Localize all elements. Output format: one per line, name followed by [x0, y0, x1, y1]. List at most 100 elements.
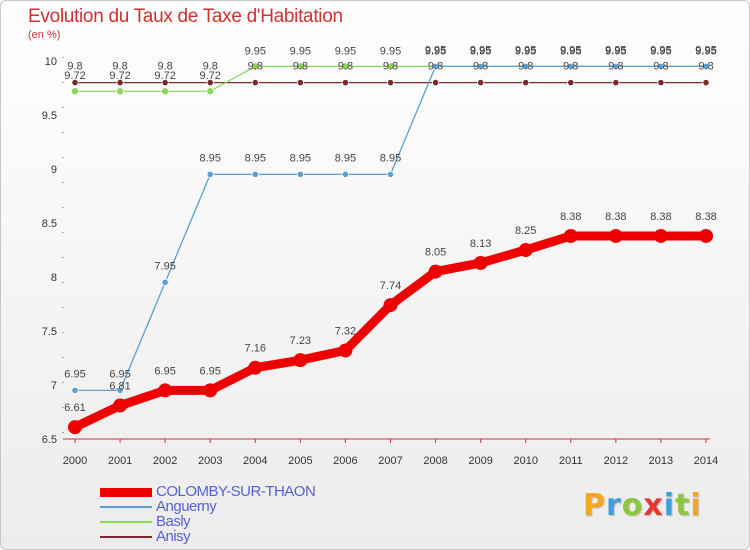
- data-label: 9.8: [383, 61, 398, 73]
- data-label: 7.74: [380, 280, 401, 292]
- y-tick-label: 8: [51, 272, 57, 284]
- data-label: 9.95: [470, 44, 491, 56]
- data-point: [386, 79, 395, 87]
- data-point: [71, 386, 79, 394]
- y-tick-label: 9.5: [42, 110, 57, 122]
- legend-swatch: [100, 506, 152, 508]
- data-label: 9.95: [605, 44, 626, 56]
- data-label: 9.72: [154, 70, 175, 82]
- data-point: [477, 79, 485, 87]
- data-label: 9.95: [470, 45, 491, 57]
- data-label: 9.8: [338, 61, 353, 73]
- data-label: 6.95: [109, 368, 130, 380]
- data-point: [296, 62, 305, 71]
- unit-label: (en %): [28, 29, 61, 41]
- data-label: 8.38: [560, 211, 581, 223]
- data-point: [612, 79, 620, 87]
- data-label: 8.05: [425, 247, 446, 259]
- data-point: [113, 398, 128, 413]
- data-point: [206, 87, 215, 96]
- x-tick-label: 2007: [378, 455, 402, 467]
- data-label: 9.95: [245, 45, 266, 57]
- data-label: 8.95: [200, 152, 221, 164]
- data-point: [116, 79, 124, 87]
- data-label: 9.95: [425, 45, 446, 57]
- data-point: [702, 62, 710, 71]
- data-label: 9.95: [335, 45, 356, 57]
- data-point: [158, 383, 173, 398]
- data-label: 8.95: [245, 152, 266, 164]
- data-point: [522, 79, 530, 87]
- data-point: [206, 79, 214, 87]
- data-label: 8.38: [695, 211, 716, 223]
- data-point: [341, 79, 350, 87]
- data-label: 6.95: [200, 365, 221, 377]
- series-line-1: [74, 65, 707, 392]
- x-tick-label: 2006: [333, 455, 357, 467]
- data-point: [518, 243, 533, 257]
- logo-letter: i: [663, 488, 676, 523]
- data-label: 9.95: [560, 45, 581, 57]
- logo-letter: r: [606, 488, 622, 523]
- data-label: 9.72: [109, 70, 130, 82]
- data-label: 9.95: [695, 44, 716, 56]
- data-point: [71, 87, 80, 96]
- data-label: 9.8: [653, 61, 668, 73]
- y-tick-label: 8.5: [42, 218, 57, 230]
- data-point: [608, 228, 623, 243]
- data-point: [653, 228, 668, 243]
- data-label: 9.72: [200, 70, 221, 82]
- data-point: [473, 255, 488, 270]
- x-tick-label: 2001: [108, 455, 132, 467]
- data-point: [116, 87, 125, 96]
- data-label: 9.95: [515, 44, 536, 56]
- data-label: 9.95: [560, 44, 581, 56]
- logo-letter: t: [675, 488, 691, 523]
- data-point: [522, 62, 530, 71]
- data-point: [296, 79, 304, 87]
- x-tick-label: 2011: [559, 455, 583, 467]
- legend-swatch: [100, 536, 152, 538]
- data-point: [161, 79, 169, 87]
- data-label: 7.32: [335, 325, 356, 337]
- data-point: [477, 62, 485, 71]
- data-label: 9.8: [157, 61, 172, 73]
- data-point: [161, 87, 170, 96]
- data-label: 8.38: [650, 211, 671, 223]
- proxiti-logo: Proxiti: [583, 488, 702, 523]
- data-label: 9.8: [608, 61, 623, 73]
- data-label: 9.8: [67, 61, 82, 73]
- data-label: 9.8: [428, 61, 443, 73]
- data-point: [251, 79, 259, 87]
- data-label: 9.8: [473, 61, 488, 73]
- logo-letter: i: [690, 488, 702, 523]
- data-label: 9.8: [518, 61, 533, 73]
- data-label: 8.95: [380, 152, 401, 164]
- x-tick-label: 2009: [468, 455, 492, 467]
- data-point: [383, 298, 398, 313]
- data-point: [431, 79, 440, 87]
- data-label: 9.95: [650, 44, 671, 56]
- data-point: [293, 353, 308, 368]
- data-label: 9.72: [64, 70, 85, 82]
- data-point: [71, 79, 79, 87]
- logo-letter: x: [643, 488, 664, 523]
- data-label: 9.95: [380, 45, 401, 57]
- y-tick-label: 10: [45, 56, 57, 68]
- data-point: [657, 79, 665, 87]
- data-label: 9.95: [515, 45, 536, 57]
- data-point: [567, 79, 575, 87]
- y-tick-label: 7: [51, 380, 57, 392]
- data-point: [68, 420, 82, 435]
- x-tick-label: 2004: [243, 455, 267, 467]
- x-tick-label: 2010: [513, 455, 537, 467]
- data-point: [251, 62, 260, 71]
- data-label: 7.95: [154, 260, 175, 272]
- data-label: 9.8: [698, 61, 713, 73]
- data-point: [428, 264, 443, 279]
- logo-letter: o: [621, 488, 644, 523]
- data-point: [567, 62, 575, 71]
- data-label: 8.25: [515, 225, 536, 237]
- data-label: 7.16: [245, 343, 266, 355]
